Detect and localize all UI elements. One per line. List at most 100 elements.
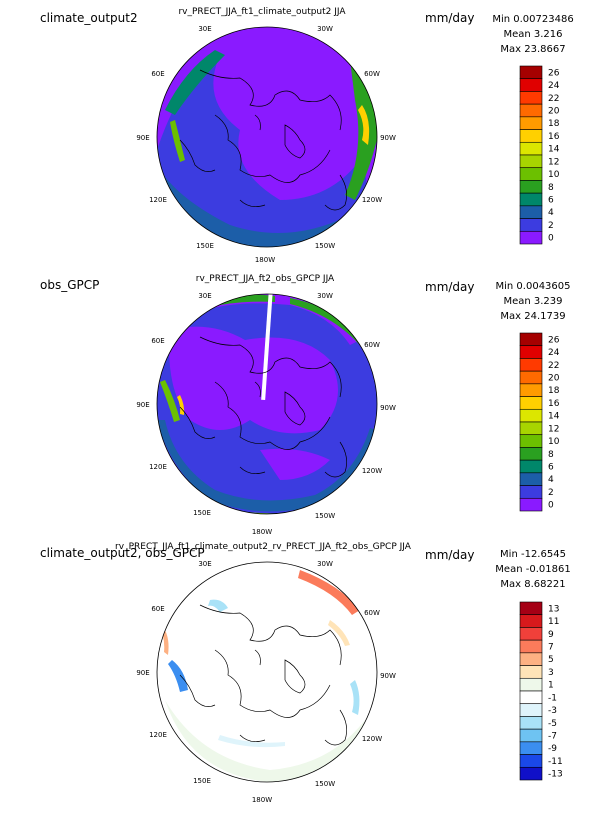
units-label: mm/day bbox=[425, 548, 475, 562]
colorbar-swatch bbox=[519, 370, 543, 385]
colorbar-swatch bbox=[519, 716, 543, 730]
polar-map bbox=[156, 293, 378, 515]
map-field-band bbox=[165, 700, 365, 782]
coastlines bbox=[179, 604, 347, 746]
lon-label-60w: 60W bbox=[364, 609, 380, 617]
colorbar-label: -11 bbox=[548, 757, 563, 767]
colorbar-swatch bbox=[519, 358, 543, 372]
colorbar-label: 4 bbox=[548, 475, 554, 485]
lon-label-30w: 30W bbox=[317, 560, 333, 568]
colorbar-swatch bbox=[519, 485, 543, 499]
map-field-band bbox=[218, 735, 285, 748]
colorbar-swatch bbox=[519, 116, 543, 130]
colorbar-label: 10 bbox=[548, 437, 560, 447]
colorbar-label: 6 bbox=[548, 463, 554, 473]
colorbar-label: -1 bbox=[548, 693, 557, 703]
colorbar-label: 14 bbox=[548, 412, 560, 422]
lon-label-90w: 90W bbox=[380, 404, 396, 412]
colorbar-label: 22 bbox=[548, 361, 559, 371]
colorbar-label: 16 bbox=[548, 132, 560, 142]
colorbar-swatch bbox=[519, 421, 543, 436]
colorbar-label: 11 bbox=[548, 617, 559, 627]
panel-observation: obs_GPCP rv_PRECT_JJA_ft2_obs_GPCP JJA m… bbox=[40, 274, 571, 536]
lon-label-30e: 30E bbox=[198, 560, 211, 568]
colorbar-swatch bbox=[519, 728, 543, 743]
colorbar-swatch bbox=[519, 408, 543, 423]
lon-label-150e: 150E bbox=[196, 242, 214, 250]
colorbar-label: 5 bbox=[548, 655, 554, 665]
colorbar-label: -9 bbox=[548, 744, 557, 754]
colorbar-label: 22 bbox=[548, 94, 559, 104]
stat-min: Min 0.0043605 bbox=[496, 281, 571, 292]
colorbar-swatch bbox=[519, 497, 543, 512]
panel-center-title: rv_PRECT_JJA_ft1_climate_output2_rv_PREC… bbox=[115, 542, 412, 552]
coastlines bbox=[179, 69, 347, 211]
colorbar-label: 14 bbox=[548, 145, 560, 155]
colorbar-swatch bbox=[519, 754, 543, 768]
colorbar-label: 2 bbox=[548, 488, 554, 498]
lon-label-30e: 30E bbox=[198, 292, 211, 300]
lon-label-150e: 150E bbox=[193, 777, 211, 785]
map-field-band bbox=[162, 630, 169, 655]
colorbar-label: 7 bbox=[548, 643, 554, 653]
stat-min: Min 0.00723486 bbox=[492, 14, 573, 25]
colorbar-swatch bbox=[519, 218, 543, 232]
lon-label-120e: 120E bbox=[149, 196, 167, 204]
map-field-band bbox=[157, 55, 367, 247]
colorbar-label: -7 bbox=[548, 732, 557, 742]
colorbar-swatch bbox=[519, 65, 543, 80]
lon-label-60e: 60E bbox=[151, 70, 164, 78]
colorbar-label: 0 bbox=[548, 234, 554, 244]
stat-max: Max 24.1739 bbox=[500, 311, 565, 322]
colorbar-label: 0 bbox=[548, 501, 554, 511]
colorbar-swatch bbox=[519, 665, 543, 679]
colorbar-label: -3 bbox=[548, 706, 557, 716]
colorbar-swatch bbox=[519, 447, 543, 461]
colorbar-swatch bbox=[519, 345, 543, 359]
lon-label-30e: 30E bbox=[198, 25, 211, 33]
map-field-band bbox=[345, 60, 377, 200]
panel-left-title: climate_output2, obs_GPCP bbox=[40, 546, 205, 560]
panel-model: climate_output2 rv_PRECT_JJA_ft1_climate… bbox=[40, 7, 574, 264]
colorbar-label: 8 bbox=[548, 450, 554, 460]
lon-label-120e: 120E bbox=[149, 463, 167, 471]
lon-label-180w: 180W bbox=[252, 528, 272, 536]
lon-label-150w: 150W bbox=[315, 512, 335, 520]
panel-left-title: climate_output2 bbox=[40, 11, 138, 25]
colorbar-swatch bbox=[519, 230, 543, 245]
colorbar-label: 2 bbox=[548, 221, 554, 231]
coastlines bbox=[179, 336, 347, 478]
polar-map bbox=[156, 561, 378, 783]
map-field-band bbox=[350, 680, 360, 715]
colorbar-label: 6 bbox=[548, 196, 554, 206]
stat-min: Min -12.6545 bbox=[500, 549, 566, 560]
panel-center-title: rv_PRECT_JJA_ft1_climate_output2 JJA bbox=[178, 7, 346, 17]
map-field-band bbox=[208, 599, 228, 612]
lon-label-120e: 120E bbox=[149, 731, 167, 739]
lon-label-180w: 180W bbox=[252, 796, 272, 804]
colorbar-label: 8 bbox=[548, 183, 554, 193]
lon-label-150w: 150W bbox=[315, 780, 335, 788]
panel-difference: climate_output2, obs_GPCP rv_PRECT_JJA_f… bbox=[40, 542, 571, 804]
map-field-band bbox=[160, 380, 180, 422]
stat-mean: Mean -0.01861 bbox=[495, 564, 570, 575]
colorbar-swatch bbox=[519, 639, 543, 654]
lon-label-120w: 120W bbox=[362, 196, 382, 204]
colorbar-label: 20 bbox=[548, 374, 560, 384]
map-field-band bbox=[165, 50, 225, 115]
colorbar-swatch bbox=[519, 180, 543, 194]
colorbar-label: 1 bbox=[548, 681, 554, 691]
lon-label-30w: 30W bbox=[317, 292, 333, 300]
stat-max: Max 8.68221 bbox=[500, 579, 565, 590]
units-label: mm/day bbox=[425, 280, 475, 294]
panel-center-title: rv_PRECT_JJA_ft2_obs_GPCP JJA bbox=[196, 274, 335, 284]
map-outline bbox=[156, 26, 378, 248]
colorbar-label: 26 bbox=[548, 335, 560, 345]
longitude-labels: 30E 30W 60E 60W 90E 90W 120E 120W 150E 1… bbox=[136, 292, 396, 536]
panel-left-title: obs_GPCP bbox=[40, 278, 99, 292]
lon-label-90e: 90E bbox=[136, 401, 149, 409]
colorbar-swatch bbox=[519, 396, 543, 410]
colorbar-label: 3 bbox=[548, 668, 554, 678]
colorbar-swatch bbox=[519, 627, 543, 641]
